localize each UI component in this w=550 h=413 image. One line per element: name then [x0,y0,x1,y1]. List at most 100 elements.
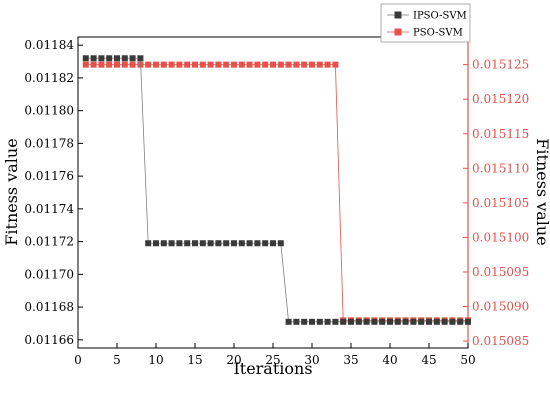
x-tick-label: 35 [343,353,358,367]
point-pso-svm [184,61,191,68]
point-ipso-svm [254,240,261,247]
point-pso-svm [223,61,230,68]
point-ipso-svm [270,240,276,247]
point-pso-svm [254,61,261,68]
point-pso-svm [231,61,237,68]
point-pso-svm [207,61,214,68]
point-pso-svm [129,61,136,68]
point-ipso-svm [301,318,308,325]
point-ipso-svm [192,240,198,247]
point-ipso-svm [363,318,370,325]
left-y-tick-label: 0.01170 [24,267,74,281]
point-ipso-svm [332,318,339,325]
point-pso-svm [301,61,308,68]
x-tick-label: 30 [304,353,319,367]
point-pso-svm [332,61,339,68]
point-pso-svm [90,61,97,68]
point-ipso-svm [160,240,167,247]
right-y-tick-label: 0.015085 [472,334,529,348]
left-y-tick-label: 0.01168 [24,300,74,314]
point-ipso-svm [207,240,214,247]
point-pso-svm [153,61,159,68]
legend-marker-pso [394,28,402,36]
point-ipso-svm [82,55,89,62]
point-pso-svm [215,61,222,68]
point-ipso-svm [387,318,393,325]
legend: IPSO-SVM PSO-SVM [380,3,471,43]
point-ipso-svm [449,318,456,325]
point-ipso-svm [168,240,175,247]
x-tick-label: 5 [113,353,121,367]
point-ipso-svm [98,55,105,62]
right-y-tick-label: 0.015125 [472,58,529,72]
left-y-tick-label: 0.01174 [24,202,74,216]
x-axis-title: Iterations [233,359,312,378]
point-ipso-svm [426,318,432,325]
right-y-tick-label: 0.015095 [472,265,529,279]
point-ipso-svm [410,318,417,325]
point-pso-svm [145,61,152,68]
series-line-ipso-svm [85,57,468,323]
point-pso-svm [309,61,315,68]
left-y-tick-label: 0.01180 [24,104,74,118]
right-y-tick-label: 0.015110 [472,161,529,175]
x-tick-label: 40 [382,353,397,367]
left-y-axis: 0.01166 0.01168 0.01170 0.01172 0.01174 0.011… [24,38,83,347]
point-pso-svm [262,61,269,68]
point-pso-svm [277,61,284,68]
point-ipso-svm [457,318,464,325]
legend-label-ipso: IPSO-SVM [413,11,467,22]
left-y-tick-label: 0.01176 [24,169,74,183]
point-ipso-svm [433,318,440,325]
point-pso-svm [106,61,113,68]
point-ipso-svm [316,318,323,325]
point-ipso-svm [324,318,331,325]
legend-marker-ipso [394,11,402,19]
right-y-axis: 0.015085 0.015090 0.015095 0.015100 0.015105… [463,58,529,348]
point-ipso-svm [199,240,206,247]
x-tick-label: 25 [265,353,280,367]
x-tick-label: 20 [226,353,241,367]
point-ipso-svm [106,55,113,62]
plot-frame [77,36,469,349]
point-pso-svm [82,61,89,68]
left-y-tick-label: 0.01184 [24,38,74,52]
point-ipso-svm [402,318,409,325]
point-ipso-svm [340,318,347,325]
point-ipso-svm [176,240,183,247]
point-ipso-svm [246,240,253,247]
point-ipso-svm [90,55,97,62]
point-pso-svm [160,61,167,68]
point-pso-svm [199,61,206,68]
point-pso-svm [246,61,253,68]
series-layer [82,55,471,325]
x-tick-label: 15 [187,353,202,367]
point-pso-svm [270,61,276,68]
point-ipso-svm [379,318,386,325]
left-y-tick-label: 0.01166 [24,333,74,347]
point-ipso-svm [418,318,425,325]
point-ipso-svm [262,240,269,247]
left-y-axis-title: Fitness value [2,138,21,245]
point-ipso-svm [153,240,159,247]
x-tick-label: 10 [148,353,163,367]
right-y-tick-label: 0.015115 [472,127,529,141]
point-ipso-svm [215,240,222,247]
point-ipso-svm [371,318,378,325]
point-ipso-svm [223,240,230,247]
x-axis: 0 5 10 15 20 25 30 35 40 45 50 [74,343,476,367]
legend-box [380,3,471,43]
left-y-tick-label: 0.01178 [24,136,74,150]
point-pso-svm [114,61,120,68]
point-pso-svm [324,61,331,68]
right-y-axis-title: Fitness value [533,138,550,245]
series-line-pso-svm [85,64,468,321]
point-pso-svm [98,61,105,68]
right-y-tick-label: 0.015100 [472,230,529,244]
legend-label-pso: PSO-SVM [413,28,463,39]
point-ipso-svm [277,240,284,247]
point-pso-svm [192,61,198,68]
right-y-tick-label: 0.015120 [472,92,529,106]
point-pso-svm [121,61,128,68]
left-y-tick-label: 0.01172 [24,235,74,249]
